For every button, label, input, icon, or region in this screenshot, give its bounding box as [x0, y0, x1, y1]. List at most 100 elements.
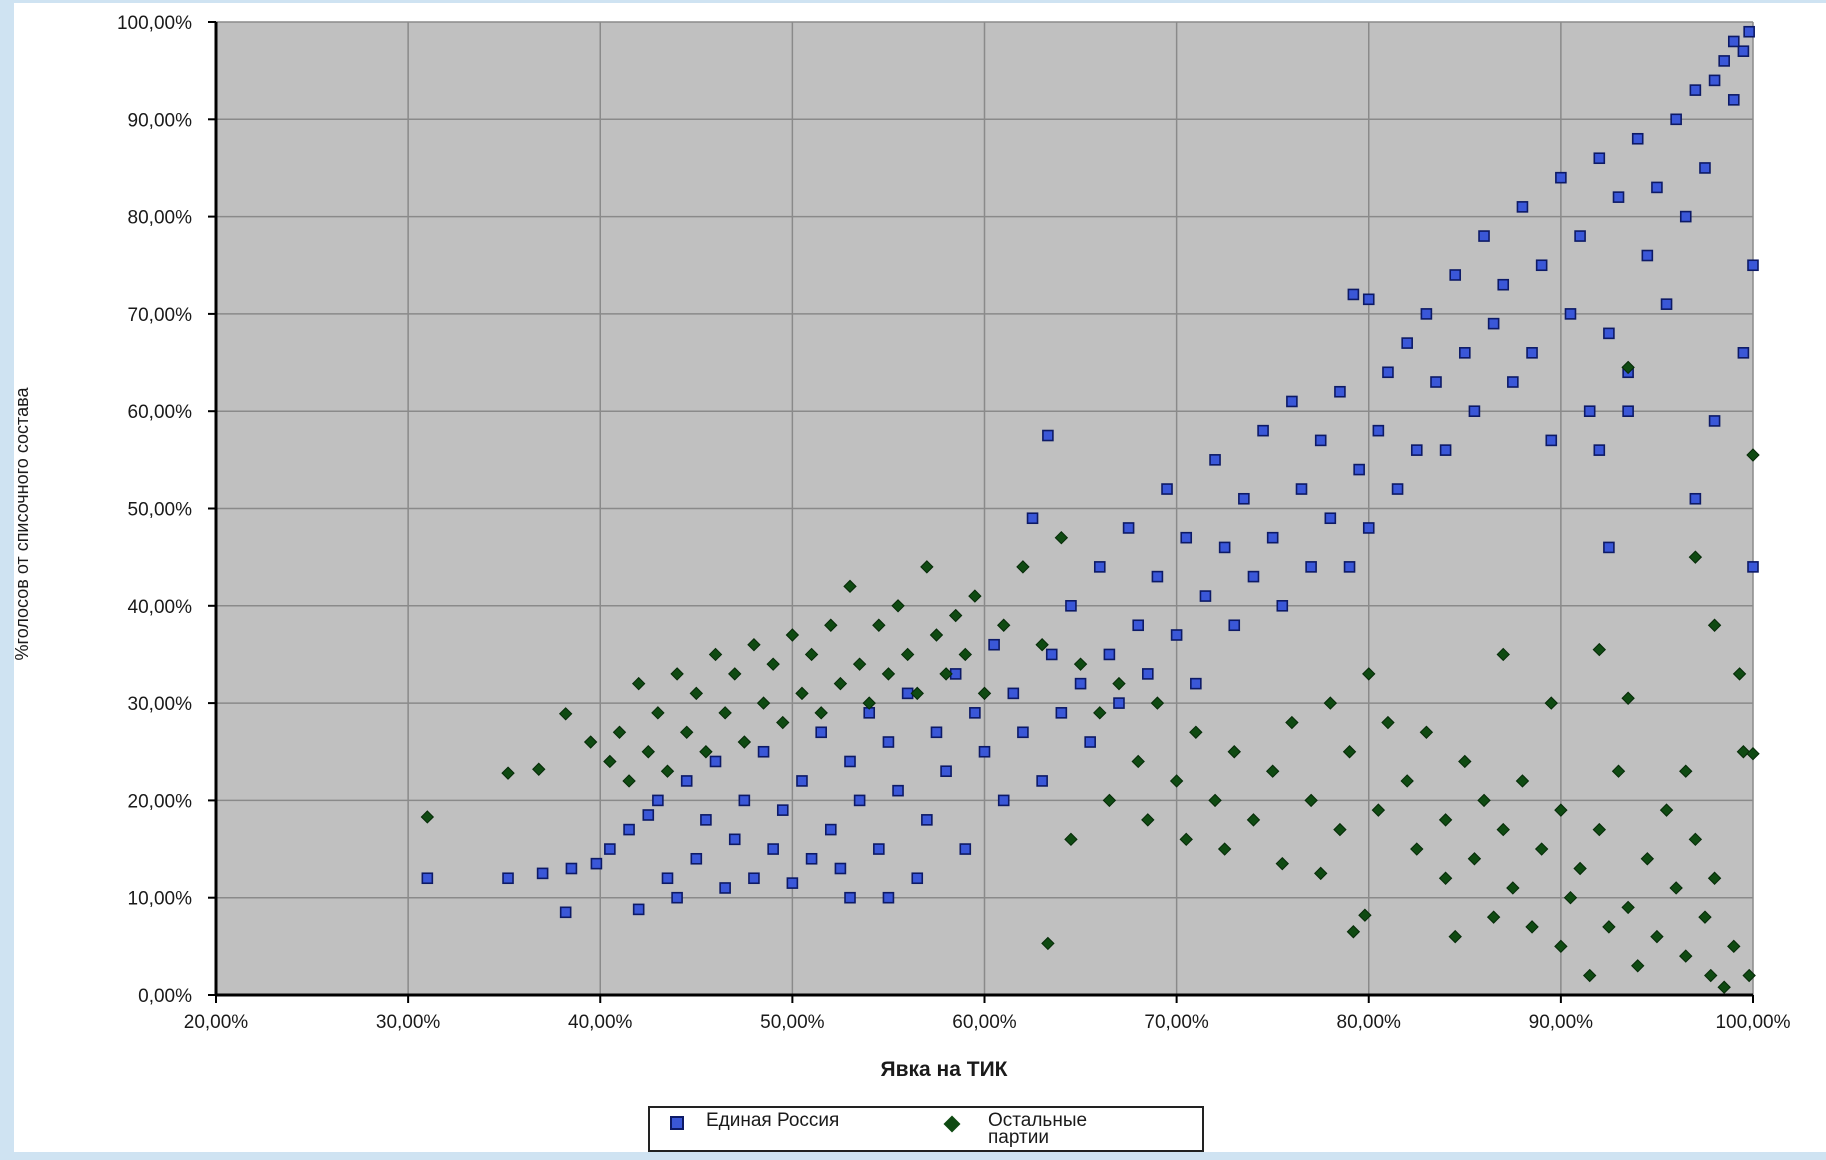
- data-point-united-russia: [1247, 570, 1260, 583]
- data-point-united-russia: [1737, 347, 1750, 359]
- data-point-united-russia: [559, 906, 572, 919]
- data-point-other-parties: [1515, 774, 1530, 788]
- data-point-united-russia: [1410, 444, 1423, 456]
- y-tick-label: 90,00%: [128, 110, 193, 131]
- data-point-other-parties: [1592, 822, 1607, 837]
- data-point-other-parties: [558, 707, 573, 721]
- data-point-united-russia: [1631, 132, 1644, 145]
- data-point-other-parties: [1621, 691, 1635, 705]
- data-point-united-russia: [1180, 531, 1193, 544]
- data-point-other-parties: [862, 696, 876, 710]
- y-tick-label: 10,00%: [128, 889, 193, 910]
- data-point-other-parties: [1419, 725, 1434, 739]
- scatter-chart: 0,00% 10,00% 20,00% 30,00% 40,00% 50,00% 60,00…: [12, 13, 1791, 1081]
- data-point-united-russia: [1093, 561, 1106, 573]
- data-point-united-russia: [604, 843, 616, 855]
- data-point-united-russia: [1593, 152, 1606, 165]
- data-point-united-russia: [844, 891, 856, 904]
- data-point-other-parties: [1742, 968, 1756, 983]
- data-point-other-parties: [843, 579, 857, 594]
- data-point-united-russia: [623, 823, 635, 836]
- data-point-other-parties: [1707, 618, 1722, 632]
- data-point-united-russia: [1314, 434, 1327, 447]
- data-point-united-russia: [844, 755, 856, 768]
- legend-label: Единая Россия: [706, 1110, 840, 1131]
- data-point-other-parties: [1150, 696, 1165, 710]
- data-point-other-parties: [1265, 764, 1280, 778]
- data-point-united-russia: [1660, 298, 1673, 310]
- data-point-other-parties: [756, 696, 771, 710]
- data-point-united-russia: [1266, 531, 1279, 544]
- data-point-other-parties: [900, 647, 915, 662]
- data-point-other-parties: [501, 766, 515, 780]
- data-point-united-russia: [1420, 308, 1433, 320]
- data-point-other-parties: [1688, 832, 1703, 847]
- data-point-other-parties: [833, 676, 848, 691]
- data-point-other-parties: [1486, 910, 1501, 924]
- data-point-other-parties: [699, 745, 713, 759]
- data-point-united-russia: [1699, 162, 1711, 174]
- series-other-parties: [420, 360, 1760, 994]
- data-point-other-parties: [1208, 793, 1222, 808]
- data-point-united-russia: [1142, 668, 1154, 680]
- data-point-other-parties: [1131, 754, 1145, 769]
- y-tick-label: 100,00%: [117, 13, 192, 34]
- data-point-united-russia: [1113, 697, 1125, 709]
- data-point-united-russia: [661, 872, 674, 885]
- data-point-united-russia: [1574, 230, 1586, 242]
- data-point-united-russia: [1305, 561, 1317, 573]
- data-point-other-parties: [1371, 803, 1386, 817]
- data-point-other-parties: [1640, 852, 1655, 866]
- data-point-other-parties: [1141, 813, 1155, 827]
- data-point-united-russia: [959, 843, 972, 855]
- y-tick-label: 50,00%: [128, 500, 193, 521]
- data-point-other-parties: [1438, 813, 1453, 827]
- data-point-other-parties: [1727, 939, 1741, 954]
- x-tick-label: 50,00%: [760, 1012, 825, 1033]
- data-point-united-russia: [1459, 347, 1471, 359]
- data-point-united-russia: [1103, 648, 1116, 661]
- data-point-other-parties: [1621, 360, 1635, 375]
- data-point-united-russia: [536, 867, 549, 880]
- data-point-united-russia: [1334, 385, 1346, 398]
- data-point-other-parties: [532, 762, 546, 776]
- data-point-other-parties: [910, 686, 924, 701]
- data-point-other-parties: [1679, 764, 1693, 778]
- data-point-united-russia: [590, 857, 603, 870]
- data-point-other-parties: [1704, 968, 1718, 983]
- data-point-united-russia: [1743, 25, 1755, 38]
- data-point-other-parties: [1342, 745, 1357, 759]
- data-point-united-russia: [1689, 492, 1702, 505]
- data-point-united-russia: [1670, 113, 1682, 126]
- data-point-other-parties: [1112, 676, 1126, 691]
- data-point-united-russia: [1228, 619, 1241, 632]
- data-point-other-parties: [1679, 949, 1693, 963]
- data-point-united-russia: [1042, 429, 1054, 442]
- x-tick-label: 30,00%: [376, 1012, 441, 1033]
- data-point-united-russia: [1209, 454, 1221, 466]
- data-point-united-russia: [690, 852, 703, 865]
- data-point-united-russia: [1295, 483, 1308, 495]
- data-point-other-parties: [1323, 696, 1338, 710]
- data-point-other-parties: [1554, 803, 1568, 817]
- data-point-other-parties: [651, 706, 665, 720]
- data-point-other-parties: [718, 706, 732, 720]
- data-point-united-russia: [1065, 599, 1077, 612]
- data-point-united-russia: [1708, 415, 1721, 427]
- data-point-other-parties: [881, 667, 896, 681]
- data-point-united-russia: [805, 852, 818, 865]
- data-point-other-parties: [1467, 852, 1482, 866]
- data-point-united-russia: [834, 862, 847, 875]
- data-point-united-russia: [1372, 424, 1385, 437]
- y-tick-label: 70,00%: [128, 305, 193, 326]
- data-point-other-parties: [1179, 832, 1193, 847]
- data-point-united-russia: [892, 784, 904, 797]
- data-point-other-parties: [872, 618, 886, 632]
- data-point-other-parties: [1346, 925, 1361, 939]
- data-point-other-parties: [1563, 890, 1578, 905]
- data-point-united-russia: [882, 891, 895, 904]
- data-point-other-parties: [1073, 657, 1088, 671]
- data-point-other-parties: [1573, 861, 1587, 876]
- data-point-united-russia: [1545, 434, 1558, 447]
- data-point-other-parties: [1400, 774, 1414, 788]
